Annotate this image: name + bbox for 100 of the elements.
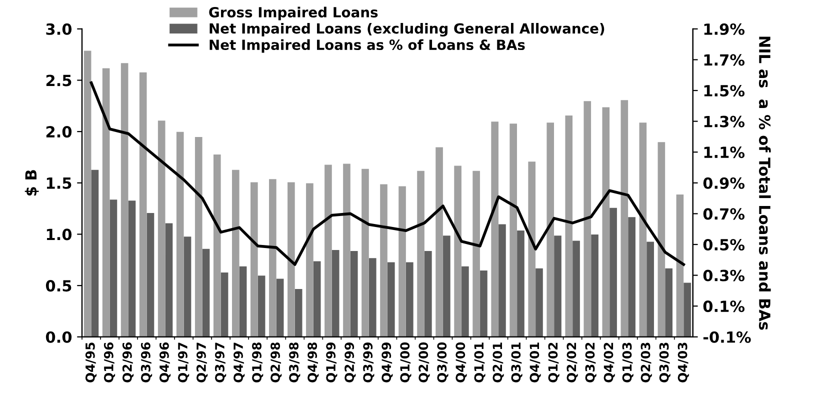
- x-tick-label: Q3/02: [585, 342, 596, 382]
- bar: [306, 183, 314, 337]
- bar: [620, 100, 628, 337]
- x-tick-label: Q2/02: [566, 342, 578, 382]
- x-tick-label: Q4/03: [678, 342, 689, 382]
- x-tick-label: Q1/96: [104, 342, 116, 382]
- x-tick-label: Q3/03: [659, 342, 670, 382]
- y-tick-label: 2.5: [46, 74, 72, 86]
- x-tick-label: Q4/97: [234, 342, 245, 382]
- bar: [417, 170, 424, 337]
- y-axis-title: $ B: [24, 170, 39, 196]
- x-tick-label: Q2/00: [418, 342, 430, 382]
- bar: [665, 268, 672, 337]
- bar: [528, 162, 536, 337]
- bar: [498, 224, 506, 337]
- bar: [213, 154, 221, 337]
- line-series: [90, 81, 686, 266]
- bar: [584, 101, 592, 337]
- x-tick-label: Q2/03: [640, 342, 652, 382]
- x-tick-label: Q2/97: [196, 342, 208, 382]
- bar: [139, 72, 147, 337]
- legend-label: Gross Impaired Loans: [209, 6, 378, 20]
- y2-tick-label: 0.9%: [703, 177, 745, 189]
- bar: [110, 200, 118, 337]
- bar: [184, 236, 192, 337]
- bar: [324, 164, 332, 337]
- x-tick-label: Q1/98: [252, 342, 264, 382]
- y2-tick-label: 1.1%: [704, 146, 745, 158]
- x-tick-label: Q1/01: [474, 342, 486, 382]
- bar: [591, 234, 598, 337]
- bar: [194, 137, 202, 337]
- y2-tick-label: 0.3%: [703, 270, 745, 282]
- bar: [176, 132, 184, 337]
- y2-tick-label: 1.5%: [704, 84, 745, 97]
- bar: [639, 122, 647, 337]
- x-tick-label: Q3/96: [140, 342, 152, 382]
- x-tick-label: Q4/01: [530, 342, 541, 382]
- bar: [491, 122, 498, 337]
- x-tick-label: Q3/98: [289, 342, 300, 382]
- bar: [554, 236, 562, 337]
- y2-tick-label: 0.5%: [703, 238, 745, 251]
- bar: [158, 120, 166, 337]
- bar: [220, 272, 228, 337]
- bar: [536, 268, 543, 337]
- bar: [462, 266, 469, 337]
- bar: [646, 242, 654, 337]
- bar: [276, 278, 284, 337]
- bar: [676, 194, 684, 337]
- bar: [510, 124, 517, 337]
- y-tick-label: 1.5: [46, 178, 72, 189]
- bar: [658, 142, 666, 337]
- bar: [239, 266, 247, 337]
- legend-label: Net Impaired Loans (excluding General Allowance): [210, 22, 604, 37]
- y2-tick-label: 0.1%: [703, 300, 745, 312]
- x-tick-label: Q4/95: [85, 342, 97, 382]
- legend-label: Net Impaired Loans as % of Loans & BAs: [210, 39, 525, 53]
- bar: [480, 270, 488, 337]
- bar: [258, 276, 266, 337]
- bar: [343, 164, 350, 337]
- bar: [313, 261, 321, 337]
- bar: [294, 288, 302, 337]
- y-tick-label: 1.0: [46, 228, 72, 240]
- bar: [288, 182, 295, 337]
- bar: [91, 170, 99, 337]
- bar: [350, 250, 358, 337]
- x-tick-label: Q2/01: [492, 342, 504, 382]
- bar: [232, 170, 240, 337]
- bar: [368, 258, 376, 337]
- bar: [84, 50, 92, 337]
- bar: [546, 122, 554, 337]
- y2-tick-label: 1.7%: [704, 54, 745, 66]
- y2-tick-label: 1.9%: [704, 23, 745, 35]
- bar: [406, 262, 414, 337]
- y-tick-label: 2.0: [46, 126, 72, 138]
- x-tick-label: Q3/00: [437, 342, 448, 382]
- x-tick-label: Q1/97: [178, 342, 190, 382]
- x-tick-label: Q2/99: [344, 342, 356, 382]
- x-tick-label: Q4/02: [604, 342, 615, 382]
- x-tick-label: Q1/99: [326, 342, 338, 382]
- bar: [202, 248, 210, 337]
- bar: [443, 236, 450, 337]
- bar: [517, 230, 524, 337]
- x-tick-label: Q4/98: [308, 342, 319, 382]
- bar: [572, 240, 580, 337]
- bar: [120, 63, 128, 337]
- bar: [269, 179, 276, 337]
- y2-tick-label: -0.1%: [703, 331, 751, 343]
- y-tick-label: 0.0: [46, 331, 72, 343]
- x-tick-label: Q3/99: [363, 342, 374, 382]
- x-tick-label: Q2/96: [122, 342, 134, 382]
- x-tick-label: Q3/97: [215, 342, 226, 382]
- y-tick-label: 0.5: [46, 280, 72, 292]
- bar: [628, 217, 636, 337]
- y2-tick-label: 0.7%: [703, 208, 745, 220]
- bar: [684, 282, 692, 337]
- x-tick-label: Q2/98: [270, 342, 282, 382]
- bar: [387, 262, 395, 337]
- x-tick-label: Q3/01: [511, 342, 522, 382]
- x-tick-label: Q4/96: [159, 342, 171, 382]
- y-tick-label: 3.0: [46, 23, 72, 35]
